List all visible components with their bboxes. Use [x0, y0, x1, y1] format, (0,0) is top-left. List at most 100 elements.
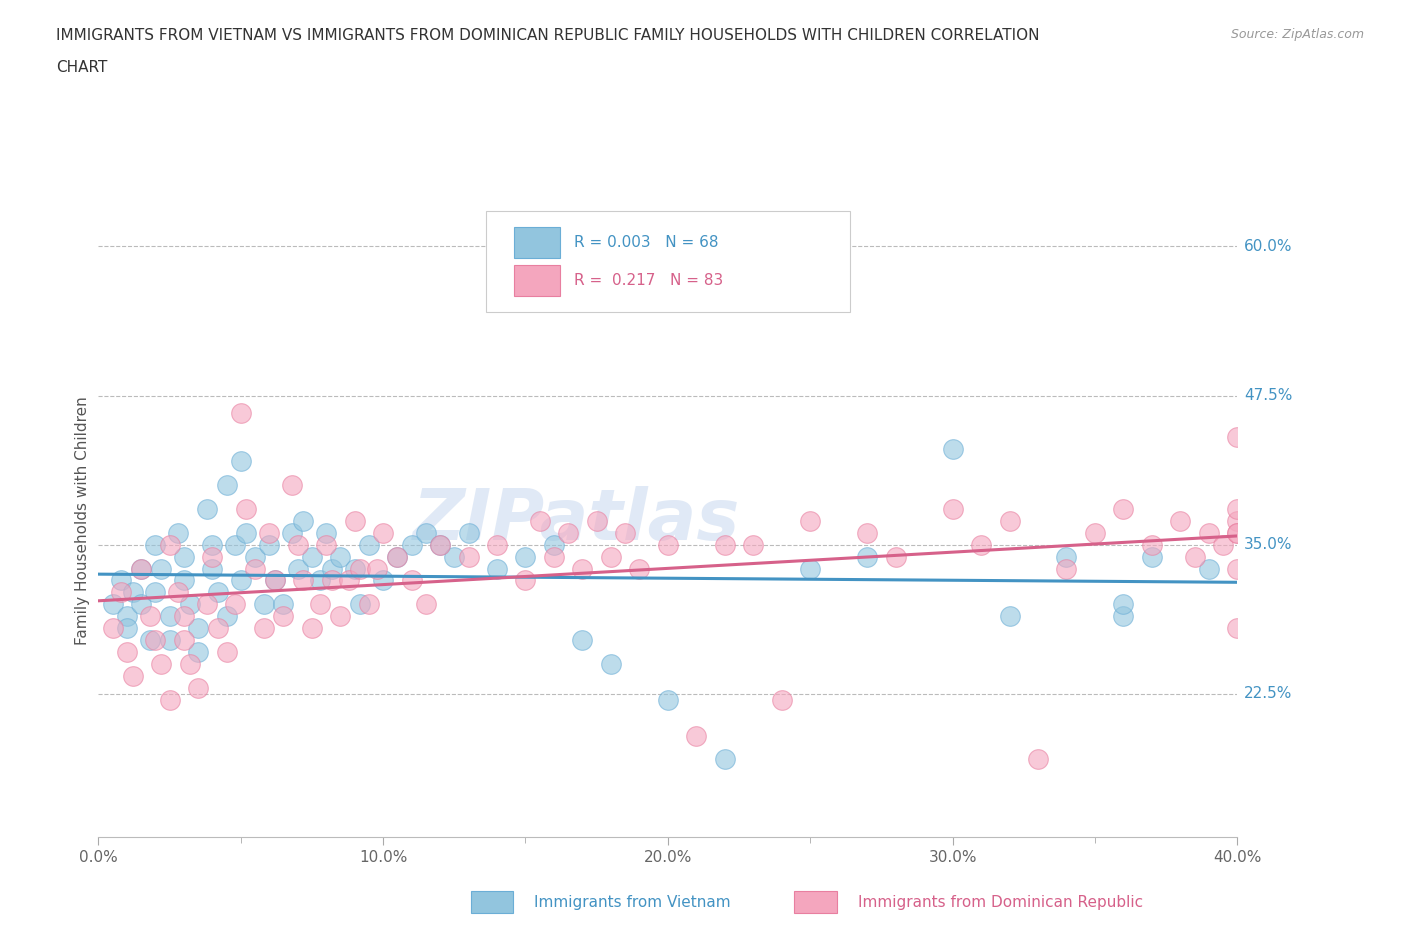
Point — [515, 549, 537, 564]
Point — [1184, 549, 1206, 564]
Point — [457, 549, 479, 564]
Point — [173, 632, 195, 647]
Point — [252, 597, 274, 612]
Point — [366, 561, 388, 576]
Point — [799, 513, 821, 528]
Point — [799, 561, 821, 576]
Point — [159, 632, 181, 647]
Point — [215, 609, 238, 624]
Point — [207, 620, 229, 635]
Text: 22.5%: 22.5% — [1244, 686, 1292, 701]
Point — [159, 692, 181, 707]
Point — [235, 525, 257, 540]
Text: 60.0%: 60.0% — [1244, 239, 1292, 254]
Point — [349, 561, 371, 576]
Point — [224, 538, 246, 552]
Text: Source: ZipAtlas.com: Source: ZipAtlas.com — [1230, 28, 1364, 41]
Point — [970, 538, 993, 552]
Point — [657, 538, 679, 552]
Point — [229, 406, 252, 421]
Point — [195, 501, 218, 516]
Point — [387, 549, 409, 564]
Point — [292, 573, 315, 588]
Point — [1226, 525, 1249, 540]
Point — [121, 669, 143, 684]
Point — [167, 585, 190, 600]
Point — [264, 573, 287, 588]
Point — [243, 561, 266, 576]
Text: Immigrants from Dominican Republic: Immigrants from Dominican Republic — [858, 895, 1143, 910]
Point — [600, 549, 623, 564]
Point — [201, 561, 224, 576]
Point — [1140, 538, 1163, 552]
Point — [287, 561, 309, 576]
Point — [443, 549, 465, 564]
Point — [215, 478, 238, 493]
Point — [401, 538, 423, 552]
Point — [742, 538, 765, 552]
Point — [1226, 501, 1249, 516]
Point — [884, 549, 907, 564]
Point — [1084, 525, 1107, 540]
Point — [1170, 513, 1192, 528]
Point — [301, 549, 323, 564]
Point — [1026, 752, 1049, 767]
Point — [714, 752, 737, 767]
FancyBboxPatch shape — [515, 227, 560, 259]
Point — [1226, 525, 1249, 540]
Point — [110, 585, 132, 600]
Point — [657, 692, 679, 707]
Point — [1226, 430, 1249, 445]
Point — [486, 561, 509, 576]
Point — [543, 549, 565, 564]
Point — [1112, 501, 1135, 516]
Point — [195, 597, 218, 612]
Point — [187, 644, 209, 659]
Text: R = 0.003   N = 68: R = 0.003 N = 68 — [575, 235, 718, 250]
Point — [856, 549, 879, 564]
Point — [357, 597, 380, 612]
Point — [1140, 549, 1163, 564]
Point — [301, 620, 323, 635]
Point — [457, 525, 479, 540]
Point — [349, 597, 371, 612]
Point — [273, 609, 295, 624]
Point — [264, 573, 287, 588]
Point — [129, 561, 152, 576]
Text: CHART: CHART — [56, 60, 108, 75]
Point — [101, 620, 124, 635]
Point — [201, 549, 224, 564]
Point — [998, 513, 1021, 528]
Point — [373, 573, 395, 588]
Point — [714, 538, 737, 552]
Point — [1212, 538, 1234, 552]
Point — [614, 525, 637, 540]
Point — [287, 538, 309, 552]
Point — [315, 525, 337, 540]
FancyBboxPatch shape — [515, 265, 560, 297]
Point — [1226, 561, 1249, 576]
Point — [159, 538, 181, 552]
Point — [187, 620, 209, 635]
Point — [529, 513, 551, 528]
Point — [1198, 561, 1220, 576]
Text: ZIPatlas: ZIPatlas — [413, 486, 741, 555]
Point — [321, 573, 343, 588]
Point — [373, 525, 395, 540]
Point — [179, 657, 201, 671]
Point — [387, 549, 409, 564]
Point — [1056, 561, 1078, 576]
Point — [329, 609, 352, 624]
Point — [309, 597, 332, 612]
Point — [309, 573, 332, 588]
Point — [235, 501, 257, 516]
Point — [273, 597, 295, 612]
Point — [167, 525, 190, 540]
Point — [110, 573, 132, 588]
Point — [129, 561, 152, 576]
Point — [281, 525, 304, 540]
Point — [770, 692, 793, 707]
Point — [315, 538, 337, 552]
Text: 35.0%: 35.0% — [1244, 538, 1292, 552]
Point — [343, 561, 366, 576]
